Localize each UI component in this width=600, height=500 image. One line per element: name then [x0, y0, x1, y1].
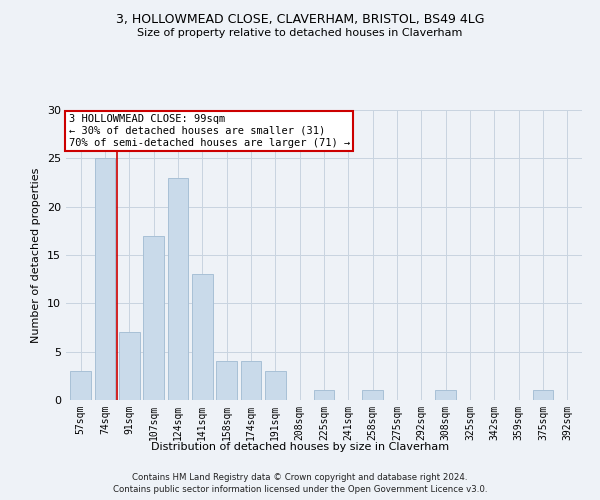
Text: Size of property relative to detached houses in Claverham: Size of property relative to detached ho…	[137, 28, 463, 38]
Y-axis label: Number of detached properties: Number of detached properties	[31, 168, 41, 342]
Bar	[436, 390, 456, 400]
Bar	[216, 362, 237, 400]
Text: Contains public sector information licensed under the Open Government Licence v3: Contains public sector information licen…	[113, 485, 487, 494]
Text: Contains HM Land Registry data © Crown copyright and database right 2024.: Contains HM Land Registry data © Crown c…	[132, 472, 468, 482]
Bar	[119, 332, 140, 400]
Bar	[143, 236, 164, 400]
Bar	[314, 390, 334, 400]
Text: 3 HOLLOWMEAD CLOSE: 99sqm
← 30% of detached houses are smaller (31)
70% of semi-: 3 HOLLOWMEAD CLOSE: 99sqm ← 30% of detac…	[68, 114, 350, 148]
Bar	[70, 371, 91, 400]
Bar	[362, 390, 383, 400]
Bar	[241, 362, 262, 400]
Bar	[265, 371, 286, 400]
Bar	[95, 158, 115, 400]
Text: Distribution of detached houses by size in Claverham: Distribution of detached houses by size …	[151, 442, 449, 452]
Text: 3, HOLLOWMEAD CLOSE, CLAVERHAM, BRISTOL, BS49 4LG: 3, HOLLOWMEAD CLOSE, CLAVERHAM, BRISTOL,…	[116, 12, 484, 26]
Bar	[167, 178, 188, 400]
Bar	[192, 274, 212, 400]
Bar	[533, 390, 553, 400]
